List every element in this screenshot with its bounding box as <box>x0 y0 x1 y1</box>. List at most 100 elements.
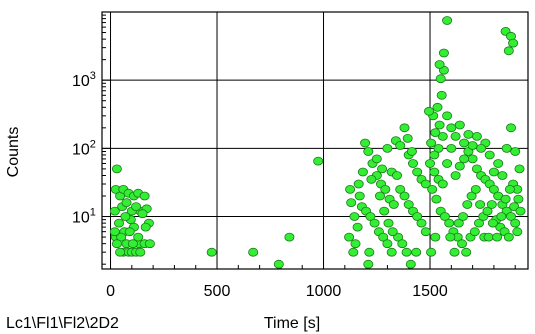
data-point <box>504 184 515 194</box>
y-tick-label: 102 <box>72 138 96 158</box>
data-point <box>449 247 460 257</box>
data-point <box>466 191 477 201</box>
data-point <box>377 164 388 174</box>
data-point <box>420 227 431 237</box>
data-point <box>127 239 138 249</box>
data-point <box>442 159 453 168</box>
data-point <box>382 239 393 249</box>
data-point <box>457 212 468 221</box>
data-point <box>412 212 423 221</box>
data-point <box>426 138 437 148</box>
data-point <box>487 218 498 228</box>
data-point <box>444 218 455 228</box>
data-point <box>500 194 511 204</box>
data-point <box>430 128 441 138</box>
data-point <box>459 154 470 164</box>
data-point <box>111 239 122 249</box>
data-point <box>115 247 126 257</box>
data-point <box>405 259 416 269</box>
data-point <box>420 179 431 189</box>
data-point <box>437 179 448 189</box>
data-point <box>360 138 371 148</box>
data-point <box>388 200 399 209</box>
data-point <box>416 218 427 228</box>
data-point <box>513 194 524 204</box>
data-point <box>363 147 374 156</box>
data-point <box>432 102 443 112</box>
data-point <box>426 247 437 257</box>
data-point <box>497 171 508 180</box>
data-point <box>503 46 514 56</box>
data-point <box>453 218 464 228</box>
data-point <box>378 232 389 242</box>
data-point <box>461 247 472 257</box>
data-point <box>493 159 504 168</box>
data-point <box>515 206 526 216</box>
data-point <box>475 200 486 209</box>
x-tick-label: 0 <box>106 283 115 300</box>
data-point <box>133 232 144 242</box>
data-point <box>344 232 355 242</box>
data-point <box>144 239 155 249</box>
data-point <box>484 150 495 160</box>
data-point <box>488 167 499 177</box>
data-point <box>284 232 295 242</box>
data-point <box>510 147 521 156</box>
data-point <box>399 123 410 133</box>
data-point <box>357 167 368 177</box>
data-point <box>437 131 448 141</box>
data-point <box>439 212 450 221</box>
data-points <box>109 16 526 269</box>
data-point <box>482 206 493 216</box>
data-point <box>505 123 516 133</box>
data-point <box>429 167 440 177</box>
data-point <box>429 150 440 160</box>
data-point <box>248 247 259 257</box>
data-point <box>386 247 397 257</box>
data-point <box>111 164 122 174</box>
data-point <box>354 191 365 201</box>
data-point <box>442 111 453 121</box>
data-point <box>454 161 465 171</box>
data-point <box>395 184 406 194</box>
data-point <box>348 247 359 257</box>
data-point <box>353 179 364 189</box>
data-point <box>397 239 408 249</box>
x-tick-label: 1500 <box>412 283 448 300</box>
data-point <box>349 212 360 221</box>
data-point <box>446 143 457 153</box>
data-point <box>350 239 361 249</box>
data-point <box>109 227 120 237</box>
data-point <box>411 247 422 257</box>
data-point <box>139 191 150 201</box>
data-point <box>406 147 417 156</box>
data-point <box>435 74 446 84</box>
data-point <box>365 212 376 221</box>
data-point <box>450 131 461 141</box>
data-point <box>379 206 390 216</box>
data-point <box>438 48 449 58</box>
y-tick-label: 103 <box>72 70 96 90</box>
x-tick-label: 500 <box>204 283 231 300</box>
y-tick-label: 101 <box>72 207 96 227</box>
data-point <box>399 191 410 201</box>
data-point <box>510 218 521 228</box>
data-point <box>206 247 217 257</box>
data-point <box>469 227 480 237</box>
grid-lines <box>102 12 528 269</box>
data-point <box>473 218 484 228</box>
data-point <box>387 227 398 237</box>
data-point <box>512 227 523 237</box>
data-point <box>364 247 375 257</box>
data-point <box>424 159 435 168</box>
data-point <box>496 212 507 221</box>
data-point <box>137 209 148 219</box>
data-point <box>116 232 127 242</box>
data-point <box>483 232 494 242</box>
data-point <box>371 154 382 164</box>
data-point <box>273 259 284 269</box>
data-point <box>313 156 324 166</box>
data-point <box>508 38 519 48</box>
data-point <box>391 171 402 180</box>
data-point <box>503 232 514 242</box>
